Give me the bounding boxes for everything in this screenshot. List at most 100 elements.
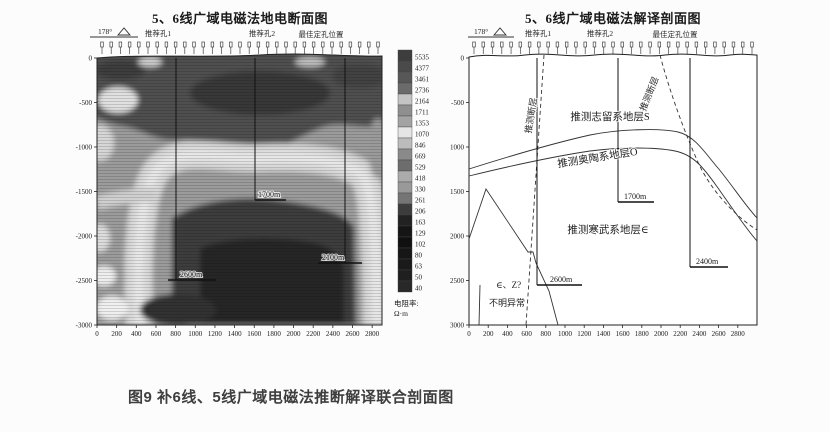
station-mark-icon [676,41,680,48]
north-triangle-icon [493,27,507,36]
colorbar-value-label: 206 [415,208,426,216]
station-mark-icon [155,41,159,48]
colorbar-swatch [397,49,413,62]
station-mark-icon [620,41,624,48]
fault-line-left [525,54,545,326]
colorbar-value-label: 330 [415,186,426,194]
x-tick-label: 2000 [654,330,669,338]
x-tick-label: 600 [521,330,532,338]
left-plot-border [96,53,383,326]
station-mark-icon [565,41,569,48]
right-bearing-label: 178° [474,27,488,36]
left-borehole-2-depth: 1700m [258,190,281,199]
y-tick-label: -2500 [76,277,93,285]
station-mark-icon [490,41,495,48]
station-mark-icon [348,41,353,48]
colorbar-swatch [397,148,413,161]
x-tick-label: 2600 [346,330,361,338]
station-mark-icon [750,41,754,48]
x-tick-label: 1200 [577,330,592,338]
colorbar-value-label: 2736 [415,87,430,95]
x-tick-label: 1800 [267,330,282,338]
station-mark-icon [173,41,178,48]
station-mark-icon [704,41,708,48]
colorbar-value-label: 5535 [415,54,430,62]
station-mark-icon [321,41,325,48]
x-tick-label: 400 [502,330,513,338]
left-borehole-2 [254,58,286,201]
colorbar-swatch [397,170,413,183]
x-tick-label: 2200 [673,330,688,338]
y-tick-label: 0 [461,55,465,63]
right-hole1-label: 推荐孔1 [525,28,551,38]
station-mark-icon [238,41,242,48]
left-panel-title: 5、6线广域电磁法地电断面图 [152,11,328,26]
x-tick-label: 1000 [188,330,203,338]
colorbar-swatch [397,269,413,282]
station-mark-icon [229,41,233,48]
right-panel-title: 5、6线广域电磁法解译剖面图 [525,11,701,26]
x-tick-label: 200 [111,330,122,338]
y-tick-label: -1500 [450,188,464,196]
x-tick-label: 2200 [306,330,321,338]
station-mark-icon [247,41,251,48]
station-mark-icon [367,41,371,48]
station-mark-icon [100,41,104,48]
station-mark-icon [583,41,587,48]
x-tick-label: 1400 [228,330,243,338]
y-tick-label: -500 [79,99,92,107]
anomaly-left-boundary [478,284,481,326]
station-mark-icon [302,41,307,48]
x-tick-label: 400 [131,330,142,338]
station-mark-icon [293,41,297,48]
silurian-strata-label: 推测志留系地层S [570,110,649,123]
right-x-axis: 0 200 400 600 800 1000 1200 1400 1600 1800 2000 220… [467,325,745,338]
station-mark-icon [192,41,196,48]
left-borehole-3 [318,58,362,264]
y-tick-label: -1000 [76,144,93,152]
station-mark-icon [118,41,123,48]
station-mark-icon [376,41,380,48]
station-mark-icon [657,41,661,48]
x-tick-label: 2000 [287,330,302,338]
station-mark-icon [722,41,726,48]
colorbar-swatch [397,137,413,150]
colorbar-value-label: 669 [415,153,426,161]
x-tick-label: 1600 [616,330,631,338]
colorbar-swatch [397,60,413,73]
left-hole1-label: 推荐孔1 [145,28,171,38]
station-mark-icon [648,41,652,48]
station-mark-icon [500,41,504,48]
colorbar-value-label: 40 [415,285,423,293]
right-borehole-2 [617,58,654,203]
station-mark-icon [201,41,205,48]
right-borehole-3-depth: 2400m [696,257,719,266]
y-tick-label: -2000 [76,233,93,241]
x-tick-label: 600 [151,330,162,338]
x-tick-label: 2800 [731,330,746,338]
right-borehole-3 [689,58,728,268]
colorbar-value-label: 1353 [415,120,430,128]
left-hole3-label: 最佳定孔位置 [299,29,344,39]
resistivity-contour-image [97,54,382,325]
right-hole2-label: 推荐孔2 [587,28,613,38]
station-mark-icon [472,41,476,48]
colorbar-swatch [397,115,413,128]
left-bearing-label: 178° [98,27,112,36]
station-mark-icon [611,41,615,48]
colorbar-value-label: 63 [415,263,423,271]
left-hole2-label: 推荐孔2 [249,28,275,38]
x-tick-label: 1400 [596,330,611,338]
station-markers [100,41,380,54]
right-plot-border [468,53,758,326]
colorbar-swatch [397,247,413,260]
station-mark-icon [357,41,362,48]
striation-overlay [97,55,382,325]
y-tick-label: -2500 [450,277,464,285]
station-mark-icon [275,41,279,48]
station-mark-icon [481,41,485,48]
station-mark-icon [713,41,717,48]
right-borehole-2-depth: 1700m [624,192,647,201]
resistivity-section-figure: 5、6线广域电磁法地电断面图 178° 推荐孔1 推荐孔2 最佳定孔位置 [76,11,430,338]
x-tick-label: 800 [541,330,552,338]
